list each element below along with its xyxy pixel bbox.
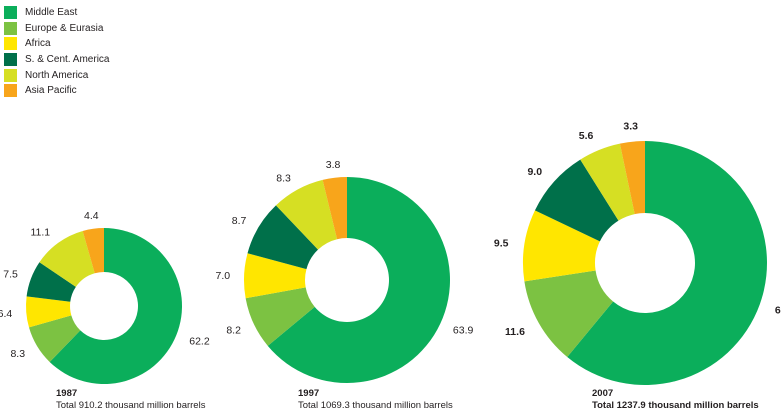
slice-s-cent-america	[534, 159, 619, 242]
slice-africa	[522, 210, 600, 282]
legend-swatch	[4, 68, 17, 82]
slice-europe-eurasia	[29, 315, 81, 362]
slice-middle-east	[49, 228, 182, 384]
slice-north-america	[275, 179, 338, 250]
donut-chart-1987: 62.2 8.3 6.4 7.5 11.1 4.4	[0, 210, 210, 384]
chart-total: Total 1069.3 thousand million barrels	[298, 399, 453, 411]
legend-item-africa: Africa	[4, 36, 109, 52]
slice-europe-eurasia	[524, 270, 614, 358]
slice-label-north-america: 8.3	[276, 172, 291, 184]
legend-label: Europe & Eurasia	[25, 22, 104, 34]
legend-swatch	[4, 53, 17, 67]
chart-total: Total 1237.9 thousand million barrels	[592, 399, 759, 411]
slice-label-europe-eurasia: 8.3	[10, 348, 25, 360]
slice-asia-pacific	[322, 177, 347, 240]
slice-asia-pacific	[619, 141, 645, 215]
legend-swatch	[4, 21, 17, 35]
slice-label-africa: 9.5	[494, 238, 509, 250]
legend-label: S. & Cent. America	[25, 54, 110, 66]
legend-item-middle-east: Middle East	[4, 5, 109, 21]
legend-item-north-america: North America	[4, 67, 109, 83]
legend-swatch	[4, 37, 17, 51]
caption-2007: 2007 Total 1237.9 thousand million barre…	[592, 388, 759, 411]
legend-label: Asia Pacific	[25, 85, 77, 97]
slice-label-africa: 7.0	[215, 270, 230, 282]
slice-europe-eurasia	[245, 287, 315, 346]
slice-north-america	[39, 230, 95, 287]
slice-label-s-cent-america: 8.7	[232, 215, 247, 227]
slice-s-cent-america	[247, 205, 319, 270]
legend-label: Middle East	[25, 7, 78, 19]
legend-swatch	[4, 6, 17, 20]
caption-1997: 1997 Total 1069.3 thousand million barre…	[298, 388, 453, 411]
caption-1987: 1987 Total 910.2 thousand million barrel…	[56, 388, 205, 411]
chart-year: 1987	[56, 388, 78, 399]
slice-label-asia-pacific: 4.4	[84, 210, 99, 222]
slice-middle-east	[567, 141, 767, 385]
legend-swatch	[4, 84, 17, 98]
slice-label-europe-eurasia: 8.2	[226, 324, 241, 336]
slice-label-s-cent-america: 7.5	[3, 269, 18, 281]
legend-item-south-central-america: S. & Cent. America	[4, 52, 109, 68]
slice-label-north-america: 5.6	[579, 130, 594, 142]
slice-label-middle-east: 61.0	[775, 305, 781, 317]
slice-label-asia-pacific: 3.8	[326, 159, 341, 171]
slice-label-north-america: 11.1	[30, 226, 50, 238]
legend-label: North America	[25, 69, 89, 81]
chart-year: 1997	[298, 388, 320, 399]
slice-label-europe-eurasia: 11.6	[505, 326, 525, 338]
donut-chart-1997: 63.9 8.2 7.0 8.7 8.3 3.8	[215, 159, 474, 383]
slice-label-s-cent-america: 9.0	[527, 166, 542, 178]
legend: Middle East Europe & Eurasia Africa S. &…	[4, 5, 109, 99]
slice-label-middle-east: 63.9	[453, 325, 474, 337]
chart-year: 2007	[592, 388, 614, 399]
legend-item-asia-pacific: Asia Pacific	[4, 83, 109, 99]
slice-label-asia-pacific: 3.3	[623, 121, 638, 133]
slice-africa	[243, 253, 307, 299]
slice-label-africa: 6.4	[0, 308, 12, 320]
legend-item-europe-eurasia: Europe & Eurasia	[4, 21, 109, 37]
chart-total: Total 910.2 thousand million barrels	[56, 399, 206, 411]
slice-north-america	[580, 143, 635, 221]
slice-s-cent-america	[26, 262, 76, 302]
legend-label: Africa	[25, 38, 51, 50]
donut-chart-2007: 61.0 11.6 9.5 9.0 5.6 3.3	[494, 121, 781, 385]
slice-asia-pacific	[82, 228, 104, 274]
slice-africa	[26, 296, 72, 328]
slice-middle-east	[267, 177, 450, 383]
slice-label-middle-east: 62.2	[189, 336, 210, 348]
